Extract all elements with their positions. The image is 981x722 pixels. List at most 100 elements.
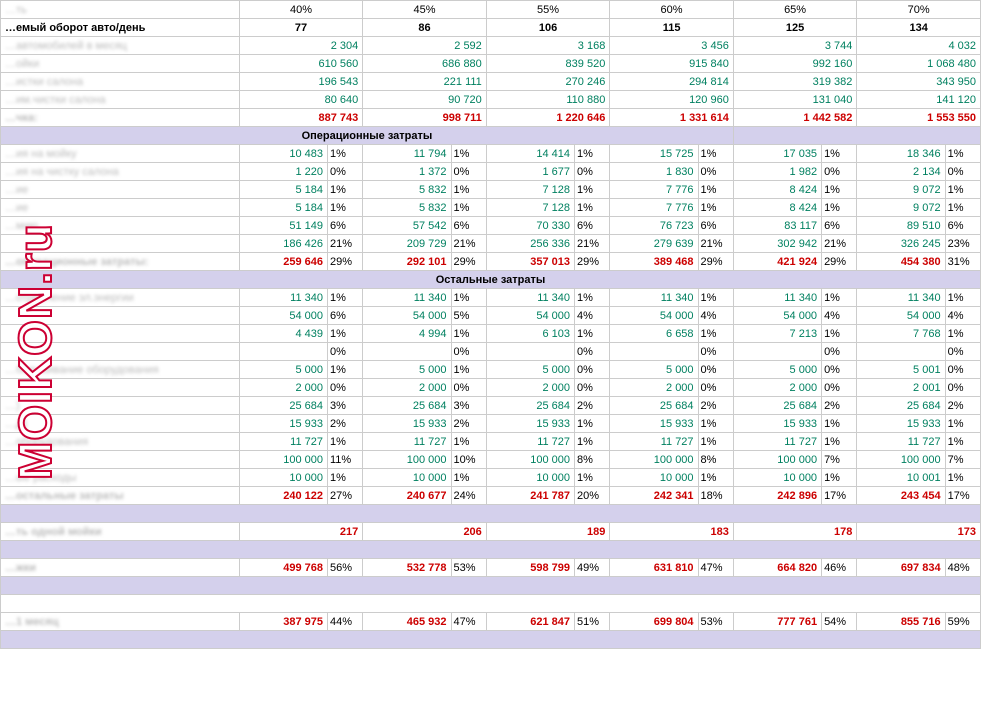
spacer [1,595,981,613]
value-cell [733,343,821,361]
percent-cell: 0% [698,361,733,379]
row-label: …ие [1,199,240,217]
value-cell: 25 684 [733,397,821,415]
expense-cell: 664 820 [733,559,821,577]
value-cell: 279 639 [610,235,698,253]
percent-cell: 1% [451,433,486,451]
cost-cell: 173 [857,523,981,541]
total-cell: 998 711 [363,109,487,127]
percent-cell: 1% [451,325,486,343]
value-cell: 221 111 [363,73,487,91]
value-cell: 2 000 [610,379,698,397]
percent-cell: 11% [328,451,363,469]
row-label: …автомобилей в месяц [1,37,240,55]
percent-cell: 17% [945,487,980,505]
value-cell: 5 000 [363,361,451,379]
value-cell: 5 000 [733,361,821,379]
percent-cell: 7% [822,451,857,469]
section-header: Остальные затраты [1,271,981,289]
value-cell: 5 832 [363,199,451,217]
value-cell: 915 840 [610,55,734,73]
percent-cell: 47% [451,613,486,631]
percent-cell: 1% [328,469,363,487]
value-cell: 11 727 [486,433,574,451]
value-cell: 100 000 [486,451,574,469]
percent-cell: 20% [575,487,610,505]
value-cell: 7 128 [486,181,574,199]
row-label: …Д) [1,415,240,433]
percent-cell: 2% [698,397,733,415]
total-cell: 240 122 [239,487,327,505]
value-cell [610,343,698,361]
percent-cell: 1% [451,289,486,307]
value-cell: 3 456 [610,37,734,55]
value-cell: 2 000 [733,379,821,397]
value-cell: 5 001 [857,361,945,379]
percent-cell: 1% [451,469,486,487]
value-cell: 7 776 [610,199,698,217]
percent-cell: 2% [822,397,857,415]
value-cell: 7 128 [486,199,574,217]
total-cell: 243 454 [857,487,945,505]
cost-cell: 206 [363,523,487,541]
value-cell: 11 794 [363,145,451,163]
total-cell: 259 646 [239,253,327,271]
percent-cell: 1% [822,181,857,199]
percent-cell: 1% [945,289,980,307]
row-label: …истки салона [1,73,240,91]
percent-cell: 0% [575,343,610,361]
section-header: Операционные затраты [1,127,734,145]
value-cell: 343 950 [857,73,981,91]
value-cell: 15 933 [610,415,698,433]
percent-cell: 1% [328,145,363,163]
row-label: …ия на мойку [1,145,240,163]
profit-cell: 777 761 [733,613,821,631]
value-cell: 110 880 [486,91,610,109]
value-cell: 25 684 [486,397,574,415]
percent-cell: 1% [328,181,363,199]
total-cell: 1 331 614 [610,109,734,127]
value-cell: 11 340 [733,289,821,307]
total-cell: 242 341 [610,487,698,505]
value-cell: 11 340 [857,289,945,307]
value-cell: 89 510 [857,217,945,235]
value-cell: 18 346 [857,145,945,163]
spacer [1,577,981,595]
percent-cell: 6% [328,307,363,325]
total-cell: 242 896 [733,487,821,505]
percent-cell: 2% [945,397,980,415]
percent-cell: 1% [822,433,857,451]
percent-cell: 0% [328,343,363,361]
total-cell: 389 468 [610,253,698,271]
total-cell: 1 442 582 [733,109,857,127]
percent-cell: 48% [945,559,980,577]
value-cell [239,343,327,361]
percent-cell: 10% [451,451,486,469]
value-cell: 7 768 [857,325,945,343]
value-cell: 5 000 [610,361,698,379]
value-cell: 5 000 [239,361,327,379]
value-cell: 76 723 [610,217,698,235]
value-cell: 1 982 [733,163,821,181]
percent-cell: 56% [328,559,363,577]
value-cell: 54 000 [610,307,698,325]
percent-cell: 2% [451,415,486,433]
total-cell: 887 743 [239,109,363,127]
value-cell: 610 560 [239,55,363,73]
percent-cell: 8% [575,451,610,469]
value-cell: 294 814 [610,73,734,91]
header-turnover: 125 [733,19,857,37]
value-cell: 80 640 [239,91,363,109]
percent-cell: 47% [698,559,733,577]
header-percent: 45% [363,1,487,19]
row-label: …ия на чистку салона [1,163,240,181]
percent-cell: 4% [575,307,610,325]
financial-table: …ть40%45%55%60%65%70%…емый оборот авто/д… [0,0,981,649]
row-label: …остальные затраты [1,487,240,505]
percent-cell: 2% [575,397,610,415]
percent-cell: 54% [822,613,857,631]
percent-cell: 1% [328,289,363,307]
percent-cell: 27% [328,487,363,505]
header-percent: 40% [239,1,363,19]
percent-cell: 29% [451,253,486,271]
